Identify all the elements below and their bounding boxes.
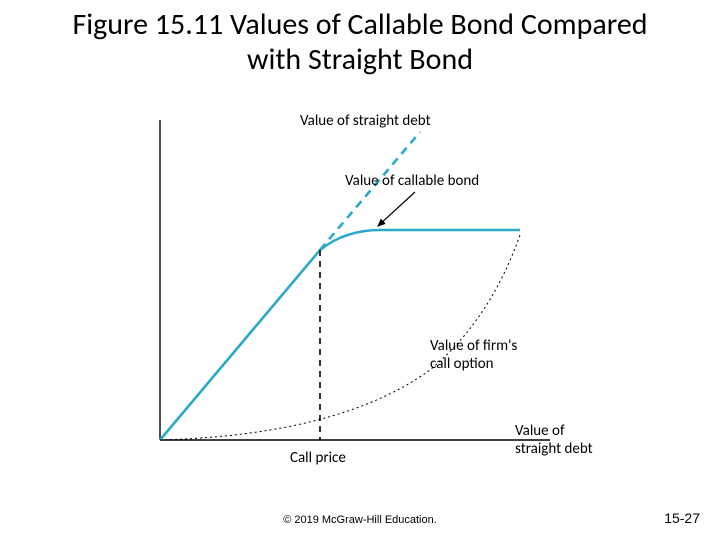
title-line-2: with Straight Bond: [247, 41, 473, 78]
call-price-label: Call price: [290, 449, 346, 467]
straight-debt-line-dashed: [320, 132, 420, 250]
figure-title: Figure 15.11 Values of Callable Bond Com…: [0, 8, 720, 77]
slide: Figure 15.11 Values of Callable Bond Com…: [0, 0, 720, 540]
x-axis-label-line1: Value of: [515, 422, 565, 440]
page-number: 15-27: [664, 510, 700, 526]
callable-bond-arrow: [378, 192, 415, 226]
bond-value-chart: Value of straight debt Value of callable…: [120, 100, 600, 480]
chart-svg: Value of straight debt Value of callable…: [120, 100, 600, 480]
call-option-label-line2: call option: [430, 355, 494, 373]
copyright-text: © 2019 McGraw-Hill Education.: [0, 514, 720, 526]
straight-debt-label: Value of straight debt: [300, 112, 431, 130]
callable-bond-label: Value of callable bond: [345, 172, 479, 190]
call-option-label-line1: Value of firm's: [430, 337, 517, 355]
x-axis-label-line2: straight debt: [515, 440, 593, 458]
title-line-1: Figure 15.11 Values of Callable Bond Com…: [72, 6, 647, 43]
callable-bond-curve: [160, 230, 520, 440]
